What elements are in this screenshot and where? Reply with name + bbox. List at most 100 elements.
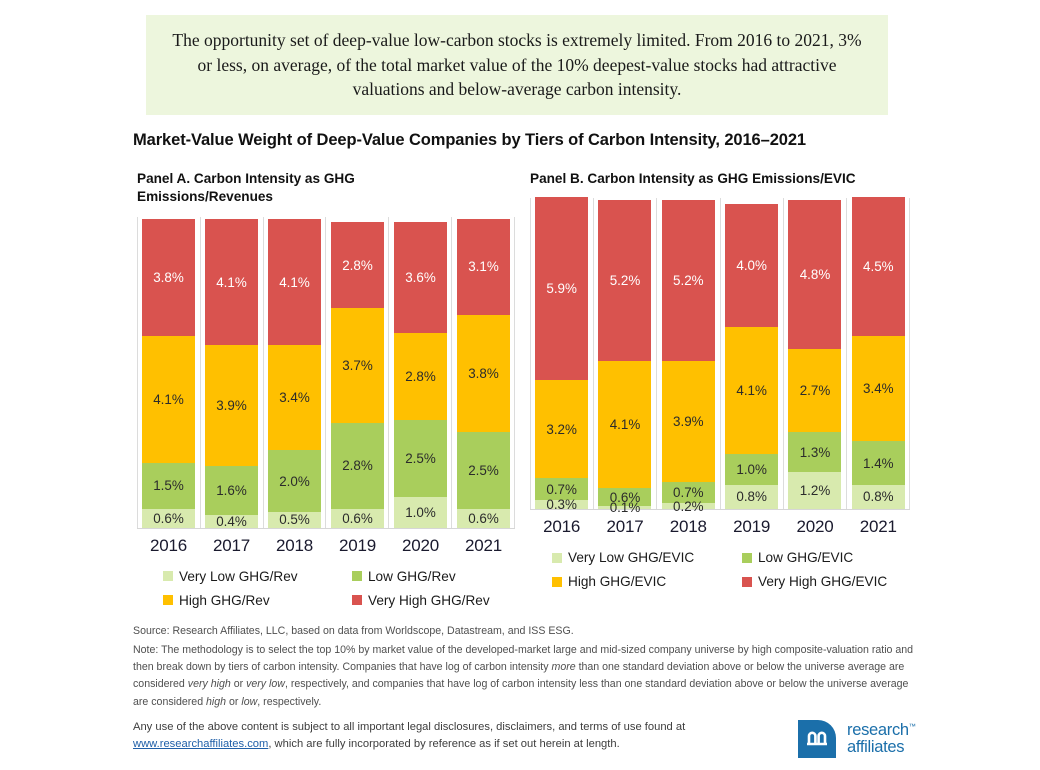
bar-segment-vlow-2017[interactable]: 0.1% (598, 500, 652, 515)
panel-a-bars: 0.6% 1.5% 4.1% 3.8% 0.4% 1.6% 3.9% 4.1% 0.5% 2.0%… (137, 217, 515, 529)
bar-segment-vlow-2021[interactable]: 0.8% (851, 484, 905, 510)
bar-value-label: 0.8% (736, 489, 767, 505)
bar-segment-high-2017[interactable]: 3.9% (205, 345, 258, 466)
bar-segment-vhigh-2017[interactable]: 5.2% (598, 200, 652, 362)
bar-segment-vlow-2019[interactable]: 0.6% (331, 509, 384, 528)
legend-item-low[interactable]: Low GHG/Rev (326, 569, 515, 584)
stacked-bar-2021[interactable]: 0.8% 1.4% 3.4% 4.5% (851, 197, 905, 510)
bar-segment-high-2016[interactable]: 4.1% (142, 336, 195, 463)
bar-segment-low-2016[interactable]: 0.7% (535, 478, 589, 501)
bar-segment-vhigh-2019[interactable]: 4.0% (725, 203, 779, 328)
stacked-bar-2019[interactable]: 0.8% 1.0% 4.1% 4.0% (725, 203, 779, 510)
bar-segment-high-2020[interactable]: 2.8% (394, 333, 447, 420)
bar-segment-vhigh-2017[interactable]: 4.1% (205, 218, 258, 346)
bar-segment-high-2018[interactable]: 3.4% (268, 345, 321, 451)
bar-segment-vhigh-2016[interactable]: 3.8% (142, 218, 195, 337)
bar-segment-vhigh-2019[interactable]: 2.8% (331, 221, 384, 309)
gridline-column (262, 216, 326, 528)
bar-segment-vlow-2019[interactable]: 0.8% (725, 484, 779, 510)
bar-segment-high-2019[interactable]: 4.1% (725, 327, 779, 454)
bar-value-label: 4.0% (736, 257, 767, 273)
bar-segment-low-2021[interactable]: 2.5% (457, 431, 510, 510)
bar-segment-vhigh-2021[interactable]: 3.1% (457, 218, 510, 315)
bar-segment-vlow-2020[interactable]: 1.2% (788, 472, 842, 510)
bar-segment-high-2020[interactable]: 2.7% (788, 348, 842, 433)
stacked-bar-2019[interactable]: 0.6% 2.8% 3.7% 2.8% (331, 221, 384, 528)
x-tick-2016: 2016 (149, 535, 188, 555)
legend-label: Very Low GHG/Rev (179, 568, 298, 584)
bar-segment-vhigh-2020[interactable]: 4.8% (788, 200, 842, 349)
bar-value-label: 5.9% (546, 281, 577, 296)
bar-segment-low-2018[interactable]: 2.0% (268, 450, 321, 513)
bar-segment-vlow-2018[interactable]: 0.2% (661, 499, 715, 514)
bar-segment-vlow-2018[interactable]: 0.5% (268, 512, 321, 528)
legend-label: Very High GHG/EVIC (758, 574, 888, 590)
stacked-bar-2018[interactable]: 0.5% 2.0% 3.4% 4.1% (268, 218, 321, 528)
stacked-bar-2016[interactable]: 0.6% 1.5% 4.1% 3.8% (142, 218, 195, 528)
stacked-bar-2017[interactable]: 0.4% 1.6% 3.9% 4.1% (205, 218, 258, 529)
bar-segment-high-2018[interactable]: 3.9% (661, 361, 715, 482)
bar-value-label: 3.9% (216, 398, 247, 414)
legend-item-vhigh[interactable]: Very High GHG/Rev (326, 593, 515, 608)
legend-item-high[interactable]: High GHG/EVIC (530, 574, 720, 589)
bar-segment-low-2019[interactable]: 1.0% (725, 453, 779, 485)
bar-slot-2017: 0.4% 1.6% 3.9% 4.1% (200, 217, 263, 529)
stacked-bar-2017[interactable]: 0.1% 0.6% 4.1% 5.2% (598, 200, 652, 515)
x-tick-2017: 2017 (606, 517, 644, 537)
legend-item-vlow[interactable]: Very Low GHG/EVIC (530, 550, 720, 565)
bar-segment-low-2020[interactable]: 2.5% (394, 419, 447, 497)
bar-value-label: 0.1% (609, 500, 641, 516)
bar-segment-low-2017[interactable]: 1.6% (205, 465, 258, 516)
source-line: Source: Research Affiliates, LLC, based … (133, 625, 574, 637)
bar-segment-high-2021[interactable]: 3.4% (851, 336, 905, 442)
panel-a-legend: Very Low GHG/Rev Low GHG/Rev High GHG/Rev V… (137, 569, 515, 608)
x-tick-2020: 2020 (401, 535, 440, 555)
bar-segment-low-2017[interactable]: 0.6% (598, 487, 652, 507)
x-tick-2021: 2021 (859, 517, 897, 537)
panel-a-gridlines (137, 216, 515, 528)
bar-segment-vlow-2016[interactable]: 0.6% (142, 509, 195, 528)
bar-segment-vhigh-2018[interactable]: 5.2% (661, 200, 715, 362)
bar-segment-low-2018[interactable]: 0.7% (661, 481, 715, 504)
bar-value-label: 4.1% (279, 274, 310, 290)
bar-segment-high-2019[interactable]: 3.7% (331, 308, 384, 423)
legend-item-vhigh[interactable]: Very High GHG/EVIC (720, 574, 910, 589)
logo-line-1: research™ (847, 721, 916, 740)
researchaffiliates-link[interactable]: www.researchaffiliates.com (133, 738, 269, 751)
stacked-bar-2021[interactable]: 0.6% 2.5% 3.8% 3.1% (457, 218, 510, 528)
bar-segment-vhigh-2018[interactable]: 4.1% (268, 218, 321, 346)
legend-label: High GHG/EVIC (568, 574, 667, 590)
bar-slot-2021: 0.8% 1.4% 3.4% 4.5% (847, 197, 910, 510)
bar-value-label: 2.8% (405, 368, 436, 384)
bar-segment-high-2021[interactable]: 3.8% (457, 314, 510, 432)
legend-item-low[interactable]: Low GHG/EVIC (720, 550, 910, 565)
bar-segment-high-2017[interactable]: 4.1% (598, 361, 652, 488)
bar-segment-vhigh-2021[interactable]: 4.5% (851, 197, 905, 337)
stacked-bar-2018[interactable]: 0.2% 0.7% 3.9% 5.2% (661, 200, 715, 514)
legend-item-high[interactable]: High GHG/Rev (137, 593, 326, 608)
bar-segment-low-2016[interactable]: 1.5% (142, 462, 195, 510)
bar-segment-vhigh-2016[interactable]: 5.9% (535, 197, 589, 380)
stacked-bar-2020[interactable]: 1.2% 1.3% 2.7% 4.8% (788, 200, 842, 510)
bar-value-label: 3.9% (673, 413, 704, 429)
gridline-column (137, 216, 200, 528)
gridline-column (845, 198, 911, 510)
bar-segment-vlow-2020[interactable]: 1.0% (394, 496, 447, 528)
bar-slot-2020: 1.2% 1.3% 2.7% 4.8% (783, 198, 846, 510)
legend-swatch-icon (552, 552, 562, 563)
bar-segment-vhigh-2020[interactable]: 3.6% (394, 221, 447, 334)
bar-value-label: 4.5% (863, 259, 894, 275)
bar-segment-high-2016[interactable]: 3.2% (535, 379, 589, 479)
stacked-bar-2020[interactable]: 1.0% 2.5% 2.8% 3.6% (394, 221, 447, 528)
bar-segment-low-2019[interactable]: 2.8% (331, 422, 384, 510)
bar-segment-vlow-2016[interactable]: 0.3% (535, 497, 589, 512)
legend-swatch-icon (552, 576, 562, 587)
bar-segment-low-2020[interactable]: 1.3% (788, 432, 842, 473)
legend-item-vlow[interactable]: Very Low GHG/Rev (137, 569, 326, 584)
stacked-bar-2016[interactable]: 0.3% 0.7% 3.2% 5.9% (535, 197, 589, 512)
bar-segment-low-2021[interactable]: 1.4% (851, 441, 905, 485)
legend-swatch-icon (163, 571, 173, 582)
bar-segment-vlow-2017[interactable]: 0.4% (205, 514, 258, 529)
bar-value-label: 0.5% (279, 512, 310, 528)
bar-segment-vlow-2021[interactable]: 0.6% (457, 509, 510, 528)
